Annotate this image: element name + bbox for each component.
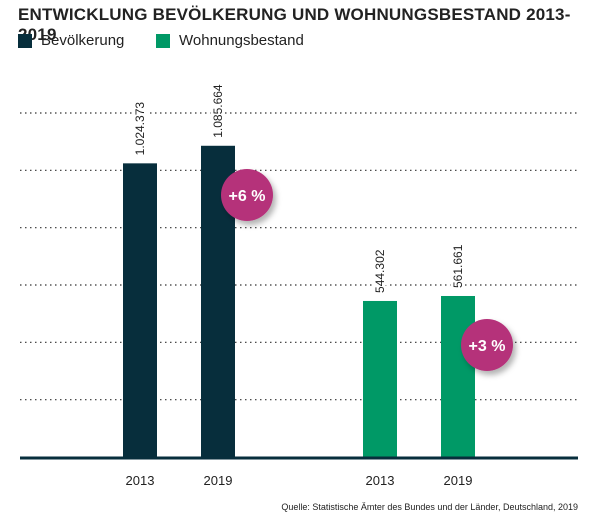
data-label: 544.302: [373, 249, 387, 293]
change-badge: [461, 319, 513, 371]
x-tick-label: 2013: [126, 473, 155, 488]
source-note: Quelle: Statistische Ämter des Bundes un…: [281, 502, 578, 512]
legend-swatch: [18, 33, 32, 48]
legend-item-bevoelkerung: Bevölkerung: [18, 32, 124, 49]
change-badge-label: +3 %: [469, 338, 506, 355]
data-label: 561.661: [451, 244, 465, 288]
data-label: 1.024.373: [133, 102, 147, 156]
x-tick-label: 2013: [366, 473, 395, 488]
legend-label: Wohnungsbestand: [179, 32, 304, 49]
legend-item-wohnungsbestand: Wohnungsbestand: [156, 32, 304, 49]
x-tick-label: 2019: [204, 473, 233, 488]
x-tick-label: 2019: [444, 473, 473, 488]
bar-2013: [123, 163, 157, 457]
change-badge-label: +6 %: [229, 188, 266, 205]
bar-2013: [363, 300, 397, 457]
data-label: 1.085.664: [211, 84, 225, 138]
legend-swatch: [156, 33, 170, 48]
change-badge: [221, 169, 273, 221]
chart-title: ENTWICKLUNG BEVÖLKERUNG UND WOHNUNGSBEST…: [18, 5, 571, 44]
bar-2019: [441, 295, 475, 457]
legend-label: Bevölkerung: [41, 32, 125, 49]
